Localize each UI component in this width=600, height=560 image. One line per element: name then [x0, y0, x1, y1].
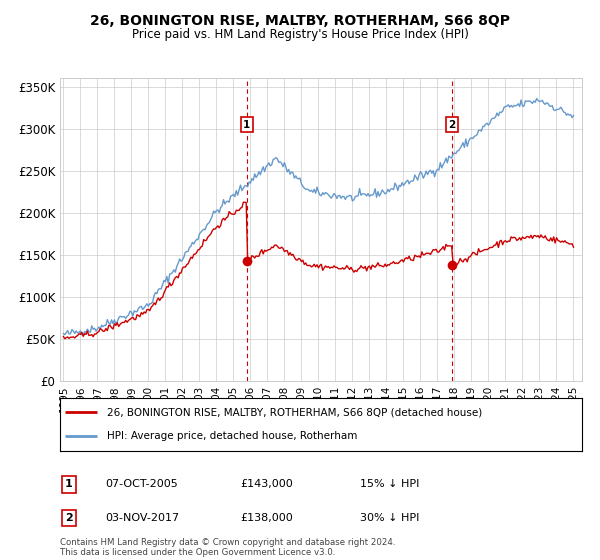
Text: £138,000: £138,000: [240, 513, 293, 523]
Text: Price paid vs. HM Land Registry's House Price Index (HPI): Price paid vs. HM Land Registry's House …: [131, 28, 469, 41]
Text: £143,000: £143,000: [240, 479, 293, 489]
Text: Contains HM Land Registry data © Crown copyright and database right 2024.
This d: Contains HM Land Registry data © Crown c…: [60, 538, 395, 557]
Text: 15% ↓ HPI: 15% ↓ HPI: [360, 479, 419, 489]
Text: 30% ↓ HPI: 30% ↓ HPI: [360, 513, 419, 523]
Text: 1: 1: [65, 479, 73, 489]
Text: 2: 2: [65, 513, 73, 523]
Text: 03-NOV-2017: 03-NOV-2017: [105, 513, 179, 523]
Text: 2: 2: [448, 120, 455, 129]
Text: 07-OCT-2005: 07-OCT-2005: [105, 479, 178, 489]
Text: HPI: Average price, detached house, Rotherham: HPI: Average price, detached house, Roth…: [107, 431, 358, 441]
Text: 26, BONINGTON RISE, MALTBY, ROTHERHAM, S66 8QP: 26, BONINGTON RISE, MALTBY, ROTHERHAM, S…: [90, 14, 510, 28]
Text: 26, BONINGTON RISE, MALTBY, ROTHERHAM, S66 8QP (detached house): 26, BONINGTON RISE, MALTBY, ROTHERHAM, S…: [107, 408, 482, 418]
Text: 1: 1: [243, 120, 250, 129]
